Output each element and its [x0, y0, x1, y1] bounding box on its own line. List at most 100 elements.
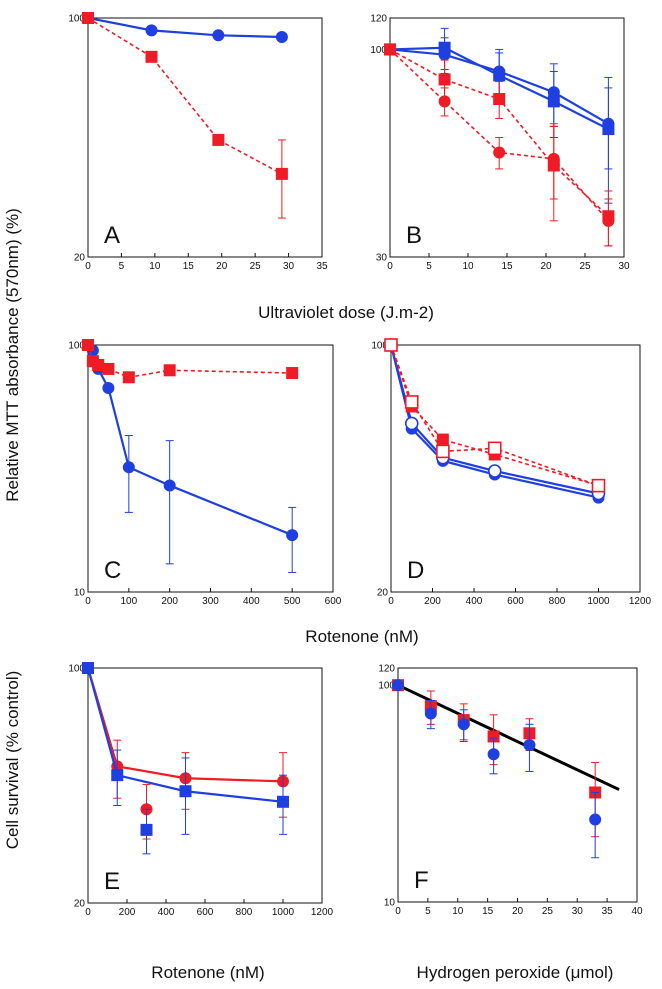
data-point: [602, 123, 615, 136]
x-tick-label: 1000: [587, 596, 610, 607]
data-point: [602, 214, 615, 227]
plot-frame: [390, 344, 641, 593]
series-line: [86, 667, 284, 783]
x-tick-label: 30: [618, 261, 630, 272]
data-point: [404, 416, 419, 431]
data-point: [122, 371, 135, 384]
series-1: [82, 339, 299, 573]
panel-d: 0 200 400 600 800 1000 1200 20 100 D: [371, 338, 652, 607]
data-point: [589, 813, 602, 826]
y-tick-label: 20: [377, 588, 389, 599]
data-point: [212, 133, 225, 146]
x-tick-label: 25: [250, 261, 262, 272]
data-point: [145, 50, 158, 63]
x-tick-label: 25: [579, 261, 591, 272]
data-point: [487, 730, 500, 743]
y-axis-title-bottom: Cell survival (% control): [3, 671, 22, 850]
data-point: [436, 433, 449, 446]
panel-b: 0 5 10 15 20 25 30 30 100 120 B: [370, 14, 630, 273]
data-point: [493, 93, 506, 106]
y-tick-label: 100: [370, 45, 387, 56]
x-tick-label: 200: [119, 907, 136, 918]
data-point: [404, 395, 419, 409]
y-tick-label: 100: [68, 341, 85, 352]
series-2: [392, 679, 602, 859]
data-point: [547, 152, 560, 165]
x-tick-label: 30: [572, 906, 584, 917]
panel-label: A: [104, 222, 120, 249]
y-tick-label: 10: [384, 898, 396, 909]
data-point: [275, 30, 288, 43]
series-4: [384, 338, 606, 493]
x-tick-label: 100: [120, 596, 137, 607]
x-tick-label: 10: [452, 906, 464, 917]
data-point: [493, 69, 506, 82]
data-point: [145, 24, 158, 37]
panel-label: C: [104, 557, 121, 584]
x-tick-label: 600: [507, 596, 524, 607]
data-point: [487, 441, 502, 456]
y-tick-label: 120: [378, 664, 395, 675]
data-point: [277, 795, 289, 808]
y-tick-label: 100: [68, 664, 85, 675]
x-tick-label: 600: [325, 596, 342, 607]
data-point: [286, 367, 299, 380]
y-tick-label: 100: [378, 681, 395, 692]
data-point: [487, 748, 500, 761]
x-tick-label: 15: [183, 261, 195, 272]
data-point: [384, 338, 398, 352]
panel-e: 0 200 400 600 800 1000 1200 20 100 E: [68, 662, 334, 918]
y-axis-title-top: Relative MTT absorbance (570nm) (%): [3, 208, 22, 502]
series-line: [87, 344, 293, 379]
data-point: [487, 464, 502, 478]
data-point: [392, 679, 404, 692]
x-axis-title-rotenone-mid: Rotenone (nM): [305, 627, 418, 646]
x-tick-label: 20: [512, 906, 524, 917]
data-point: [591, 478, 606, 493]
data-point: [424, 707, 437, 720]
data-point: [438, 41, 451, 54]
x-tick-label: 1000: [272, 907, 295, 918]
data-point: [82, 662, 94, 674]
data-point: [275, 167, 288, 180]
x-tick-label: 15: [501, 261, 513, 272]
x-tick-label: 300: [202, 596, 219, 607]
x-tick-label: 400: [243, 596, 260, 607]
series-2: [82, 662, 289, 835]
y-tick-label: 120: [370, 14, 387, 25]
panel-label: F: [414, 867, 429, 894]
x-tick-label: 0: [85, 907, 91, 918]
x-tick-label: 800: [236, 907, 253, 918]
x-tick-label: 15: [482, 906, 494, 917]
data-point: [111, 769, 124, 782]
x-tick-label: 600: [197, 907, 214, 918]
series-4: [384, 43, 615, 247]
data-point: [457, 718, 470, 731]
data-point: [82, 339, 94, 351]
x-tick-label: 400: [158, 907, 175, 918]
data-point: [438, 95, 451, 108]
x-tick-label: 25: [542, 906, 554, 917]
data-point: [384, 43, 396, 56]
x-tick-label: 20: [540, 261, 552, 272]
panel-label: D: [407, 557, 424, 584]
data-point: [163, 479, 176, 492]
series-2: [82, 12, 288, 219]
series-4: [140, 808, 153, 855]
data-point: [179, 785, 192, 798]
data-point: [523, 738, 536, 751]
panel-c: 0 100 200 300 400 500 600 10 100 C: [68, 339, 342, 607]
series-2: [82, 339, 299, 384]
data-point: [140, 823, 153, 836]
x-tick-label: 10: [149, 261, 161, 272]
y-tick-label: 100: [68, 14, 85, 25]
x-tick-label: 5: [119, 261, 125, 272]
data-point: [286, 529, 299, 542]
data-point: [102, 381, 115, 394]
data-point: [493, 146, 506, 159]
panel-label: E: [104, 868, 120, 895]
y-tick-label: 10: [74, 588, 86, 599]
data-point: [102, 362, 115, 375]
x-tick-label: 0: [395, 906, 401, 917]
